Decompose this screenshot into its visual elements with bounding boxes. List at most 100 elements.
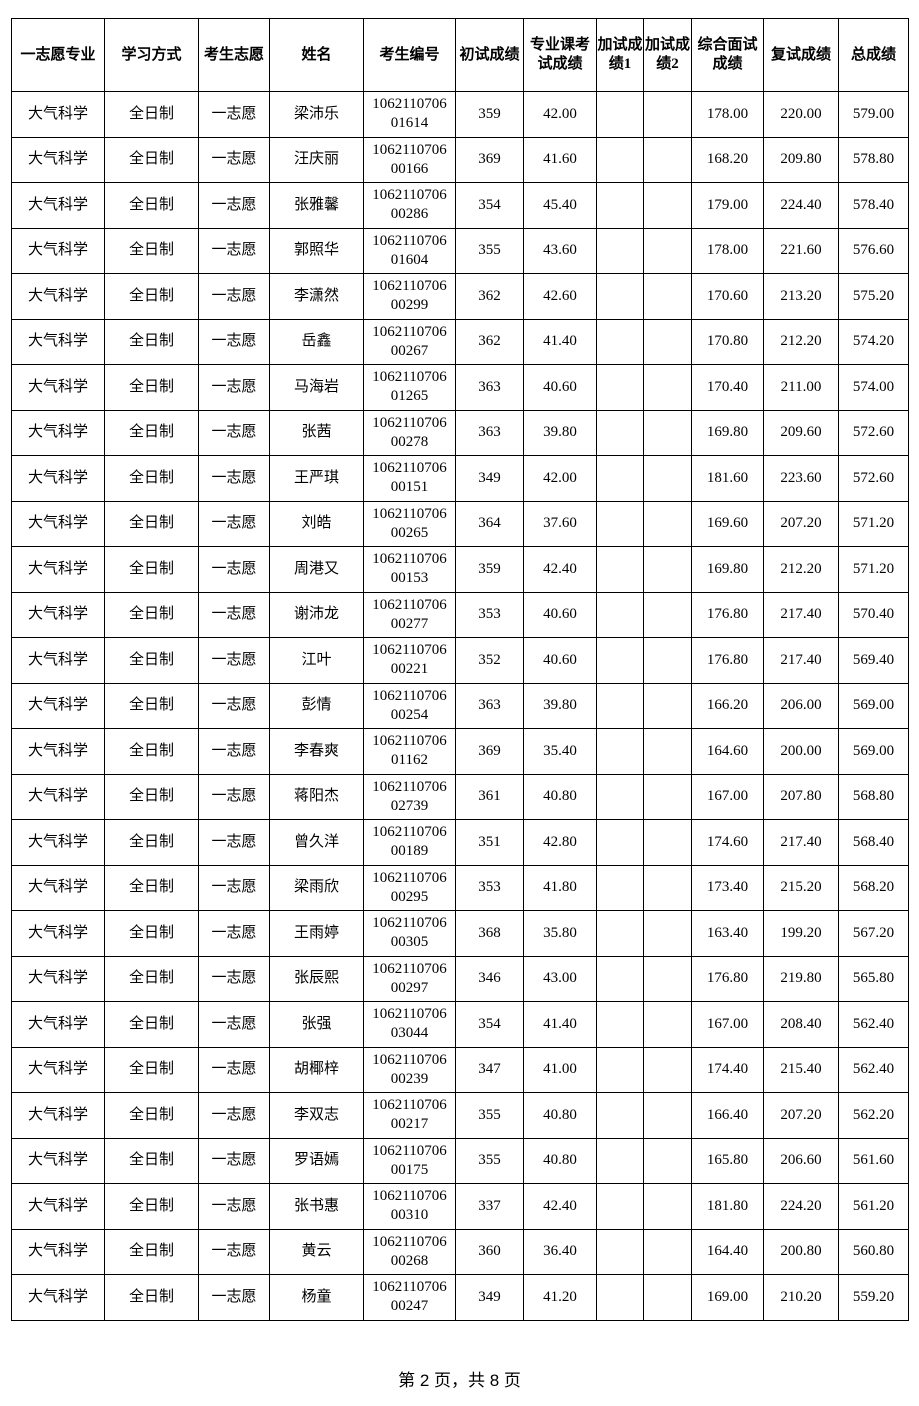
cell-candidate-id: 1062110706 00239 [363, 1046, 456, 1093]
cell-total-score: 575.20 [838, 273, 909, 320]
cell-extra-score-2 [643, 591, 692, 638]
cell-interview-score: 178.00 [691, 91, 764, 138]
cell-prelim-score: 352 [455, 637, 524, 684]
cell-study-mode: 全日制 [104, 955, 199, 1002]
candidate-id-part: 00305 [390, 934, 429, 951]
candidate-id-part: 1062110706 [372, 141, 447, 158]
header-specialty-score: 专业课考试成绩 [523, 18, 597, 92]
cell-specialty-score: 41.40 [523, 318, 597, 365]
cell-name: 马海岩 [269, 364, 364, 411]
cell-name: 彭情 [269, 682, 364, 729]
cell-extra-score-2 [643, 409, 692, 456]
cell-major: 大气科学 [11, 136, 105, 183]
candidate-id-part: 1062110706 [372, 642, 447, 659]
cell-retest-score: 199.20 [763, 910, 839, 957]
candidate-id-part: 1062110706 [372, 960, 447, 977]
cell-major: 大气科学 [11, 637, 105, 684]
cell-extra-score-2 [643, 546, 692, 593]
cell-study-mode: 全日制 [104, 1046, 199, 1093]
cell-extra-score-1 [596, 1046, 644, 1093]
cell-study-mode: 全日制 [104, 318, 199, 365]
cell-study-mode: 全日制 [104, 500, 199, 547]
cell-prelim-score: 363 [455, 682, 524, 729]
cell-extra-score-1 [596, 546, 644, 593]
cell-candidate-id: 1062110706 00175 [363, 1137, 456, 1184]
candidate-id-part: 00278 [390, 433, 429, 450]
cell-prelim-score: 355 [455, 1092, 524, 1139]
cell-candidate-id: 1062110706 01162 [363, 728, 456, 775]
cell-retest-score: 200.80 [763, 1228, 839, 1275]
candidate-id-part: 1062110706 [372, 551, 447, 568]
cell-total-score: 568.20 [838, 864, 909, 911]
cell-retest-score: 215.40 [763, 1046, 839, 1093]
cell-prelim-score: 369 [455, 728, 524, 775]
cell-total-score: 570.40 [838, 591, 909, 638]
cell-candidate-id: 1062110706 00265 [363, 500, 456, 547]
cell-extra-score-1 [596, 182, 644, 229]
candidate-id-part: 1062110706 [372, 96, 447, 113]
cell-extra-score-2 [643, 1274, 692, 1321]
cell-extra-score-1 [596, 273, 644, 320]
cell-study-mode: 全日制 [104, 546, 199, 593]
cell-extra-score-2 [643, 455, 692, 502]
candidate-id-part: 1062110706 [372, 1051, 447, 1068]
cell-extra-score-2 [643, 955, 692, 1002]
cell-study-mode: 全日制 [104, 682, 199, 729]
cell-interview-score: 166.20 [691, 682, 764, 729]
candidate-id-part: 1062110706 [372, 869, 447, 886]
cell-retest-score: 217.40 [763, 637, 839, 684]
table-row: 大气科学 全日制 一志愿 张雅馨 1062110706 00286 354 45.40 179.… [11, 182, 909, 229]
cell-extra-score-2 [643, 1046, 692, 1093]
cell-interview-score: 174.60 [691, 819, 764, 866]
cell-specialty-score: 35.40 [523, 728, 597, 775]
header-extra-score-2: 加试成绩2 [643, 18, 692, 92]
cell-candidate-id: 1062110706 00278 [363, 409, 456, 456]
cell-preference: 一志愿 [198, 682, 270, 729]
cell-prelim-score: 361 [455, 773, 524, 820]
header-major: 一志愿专业 [11, 18, 105, 92]
cell-major: 大气科学 [11, 273, 105, 320]
cell-retest-score: 221.60 [763, 227, 839, 274]
cell-interview-score: 170.60 [691, 273, 764, 320]
cell-extra-score-1 [596, 637, 644, 684]
candidate-id-part: 1062110706 [372, 1279, 447, 1296]
table-row: 大气科学 全日制 一志愿 张茜 1062110706 00278 363 39.80 169.8… [11, 409, 909, 456]
cell-specialty-score: 41.20 [523, 1274, 597, 1321]
cell-specialty-score: 42.60 [523, 273, 597, 320]
cell-extra-score-1 [596, 227, 644, 274]
table-row: 大气科学 全日制 一志愿 马海岩 1062110706 01265 363 40.60 170.… [11, 364, 909, 411]
cell-name: 罗语嫣 [269, 1137, 364, 1184]
cell-total-score: 571.20 [838, 500, 909, 547]
cell-name: 蒋阳杰 [269, 773, 364, 820]
cell-prelim-score: 364 [455, 500, 524, 547]
table-row: 大气科学 全日制 一志愿 曾久洋 1062110706 00189 351 42.80 174.… [11, 819, 909, 866]
cell-name: 梁沛乐 [269, 91, 364, 138]
cell-interview-score: 176.80 [691, 591, 764, 638]
table-row: 大气科学 全日制 一志愿 岳鑫 1062110706 00267 362 41.40 170.8… [11, 318, 909, 365]
cell-total-score: 571.20 [838, 546, 909, 593]
cell-preference: 一志愿 [198, 864, 270, 911]
cell-extra-score-1 [596, 819, 644, 866]
candidate-id-part: 1062110706 [372, 1006, 447, 1023]
cell-preference: 一志愿 [198, 546, 270, 593]
cell-prelim-score: 347 [455, 1046, 524, 1093]
cell-study-mode: 全日制 [104, 910, 199, 957]
cell-candidate-id: 1062110706 00267 [363, 318, 456, 365]
cell-total-score: 579.00 [838, 91, 909, 138]
cell-total-score: 576.60 [838, 227, 909, 274]
cell-specialty-score: 45.40 [523, 182, 597, 229]
cell-extra-score-1 [596, 1228, 644, 1275]
cell-major: 大气科学 [11, 864, 105, 911]
cell-specialty-score: 43.60 [523, 227, 597, 274]
cell-retest-score: 212.20 [763, 318, 839, 365]
header-total-score: 总成绩 [838, 18, 909, 92]
table-row: 大气科学 全日制 一志愿 张辰熙 1062110706 00297 346 43.00 176.… [11, 955, 909, 1002]
cell-preference: 一志愿 [198, 227, 270, 274]
candidate-id-part: 00151 [390, 479, 429, 496]
cell-major: 大气科学 [11, 1092, 105, 1139]
cell-interview-score: 167.00 [691, 773, 764, 820]
cell-name: 张雅馨 [269, 182, 364, 229]
cell-preference: 一志愿 [198, 728, 270, 775]
header-candidate-id: 考生编号 [363, 18, 456, 92]
cell-name: 汪庆丽 [269, 136, 364, 183]
